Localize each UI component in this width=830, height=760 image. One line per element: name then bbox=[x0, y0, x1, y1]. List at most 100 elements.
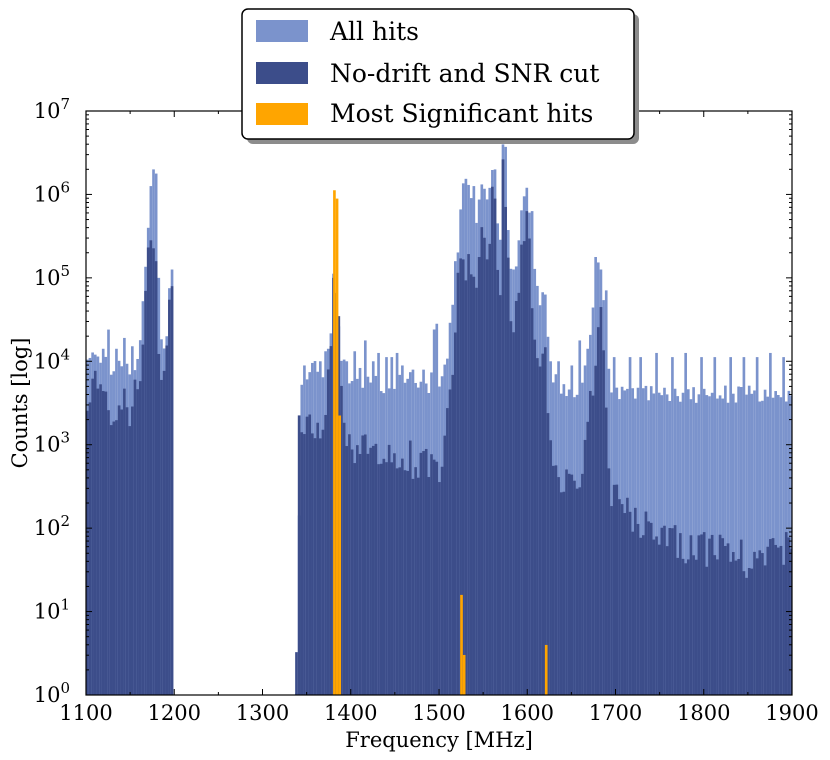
bar-no-drift bbox=[554, 465, 558, 695]
x-tick-label: 1400 bbox=[324, 701, 377, 725]
bar-no-drift bbox=[356, 445, 359, 695]
bar-no-drift bbox=[761, 553, 764, 695]
bar-no-drift bbox=[107, 410, 110, 695]
bar-no-drift bbox=[750, 568, 754, 695]
bar-no-drift bbox=[329, 346, 333, 695]
bar-no-drift bbox=[406, 470, 409, 695]
bar-all-hits bbox=[776, 395, 780, 695]
legend-swatch-significant bbox=[256, 103, 308, 125]
bar-no-drift bbox=[454, 332, 457, 695]
bar-no-drift bbox=[91, 378, 94, 695]
bar-no-drift bbox=[599, 307, 603, 695]
bar-no-drift bbox=[104, 391, 108, 695]
bar-no-drift bbox=[578, 487, 582, 695]
bar-no-drift bbox=[464, 280, 468, 695]
bar-no-drift bbox=[618, 499, 621, 695]
bar-no-drift bbox=[731, 552, 735, 695]
bar-no-drift bbox=[149, 240, 153, 695]
bar-no-drift bbox=[573, 480, 576, 695]
bar-all-hits bbox=[750, 393, 754, 695]
bar-no-drift bbox=[652, 539, 656, 695]
bar-no-drift bbox=[300, 432, 304, 695]
bar-no-drift bbox=[96, 388, 100, 695]
bar-no-drift bbox=[170, 286, 174, 695]
bar-no-drift bbox=[369, 447, 372, 695]
y-tick-label: 105 bbox=[34, 262, 70, 290]
bar-no-drift bbox=[549, 440, 552, 695]
bar-no-drift bbox=[628, 511, 632, 695]
bar-no-drift bbox=[596, 327, 600, 695]
bar-no-drift bbox=[117, 405, 121, 695]
bar-no-drift bbox=[424, 448, 428, 695]
bar-no-drift bbox=[626, 497, 629, 695]
bar-no-drift bbox=[313, 438, 317, 695]
bar-no-drift bbox=[152, 248, 155, 695]
bar-no-drift bbox=[774, 544, 777, 695]
bar-no-drift bbox=[165, 345, 169, 695]
bar-no-drift bbox=[316, 422, 319, 695]
bar-no-drift bbox=[393, 453, 396, 695]
bar-no-drift bbox=[427, 477, 431, 695]
bar-no-drift bbox=[784, 532, 788, 695]
bar-no-drift bbox=[99, 384, 102, 695]
bar-no-drift bbox=[382, 458, 386, 695]
bar-no-drift bbox=[430, 454, 433, 695]
bar-no-drift bbox=[634, 507, 637, 695]
bar-no-drift bbox=[419, 452, 423, 695]
y-axis-label: Counts [log] bbox=[8, 338, 32, 469]
bar-no-drift bbox=[493, 198, 497, 695]
bar-no-drift bbox=[758, 550, 762, 695]
legend-label-no-drift: No-drift and SNR cut bbox=[330, 59, 599, 88]
bar-no-drift bbox=[660, 527, 664, 695]
bar-no-drift bbox=[131, 406, 134, 695]
bar-no-drift bbox=[694, 559, 698, 695]
bar-no-drift bbox=[443, 435, 447, 695]
bar-no-drift bbox=[311, 433, 314, 695]
bar-no-drift bbox=[416, 477, 420, 695]
bar-no-drift bbox=[655, 536, 658, 695]
bar-no-drift bbox=[710, 534, 714, 695]
bar-no-drift bbox=[679, 533, 682, 695]
bar-no-drift bbox=[702, 532, 706, 695]
bar-no-drift bbox=[671, 528, 674, 695]
y-tick-label: 100 bbox=[34, 679, 70, 707]
bar-no-drift bbox=[162, 370, 166, 695]
bar-all-hits bbox=[753, 390, 756, 695]
bar-no-drift bbox=[112, 421, 116, 695]
bar-all-hits bbox=[713, 357, 717, 695]
legend-swatch-all-hits bbox=[256, 20, 308, 42]
bar-no-drift bbox=[326, 369, 330, 695]
bar-no-drift bbox=[673, 525, 677, 695]
bar-no-drift bbox=[366, 453, 370, 695]
bar-no-drift bbox=[790, 548, 792, 695]
bar-no-drift bbox=[541, 353, 545, 695]
bar-all-hits bbox=[755, 357, 759, 695]
legend: All hits No-drift and SNR cut Most Signi… bbox=[241, 8, 639, 144]
bar-no-drift bbox=[440, 466, 444, 695]
bar-no-drift bbox=[522, 241, 526, 695]
bar-no-drift bbox=[414, 467, 417, 695]
bar-no-drift bbox=[390, 462, 394, 695]
bar-no-drift bbox=[562, 491, 566, 695]
bar-all-hits bbox=[737, 386, 740, 695]
bar-no-drift bbox=[128, 426, 132, 695]
bar-no-drift bbox=[620, 504, 624, 695]
bar-no-drift bbox=[589, 390, 592, 695]
bar-no-drift bbox=[318, 438, 322, 695]
bar-no-drift bbox=[689, 535, 693, 695]
bar-all-hits bbox=[700, 357, 703, 695]
bar-no-drift bbox=[295, 652, 298, 695]
bar-no-drift bbox=[517, 292, 521, 695]
bar-no-drift bbox=[387, 444, 391, 695]
bar-no-drift bbox=[144, 290, 147, 695]
x-tick-label: 1800 bbox=[677, 701, 730, 725]
bar-no-drift bbox=[586, 421, 590, 695]
bar-no-drift bbox=[583, 439, 587, 695]
bar-all-hits bbox=[705, 395, 709, 695]
bar-all-hits bbox=[724, 385, 727, 695]
bar-no-drift bbox=[499, 295, 502, 695]
bar-no-drift bbox=[438, 482, 441, 695]
bar-no-drift bbox=[769, 539, 772, 695]
bar-no-drift bbox=[604, 407, 608, 695]
